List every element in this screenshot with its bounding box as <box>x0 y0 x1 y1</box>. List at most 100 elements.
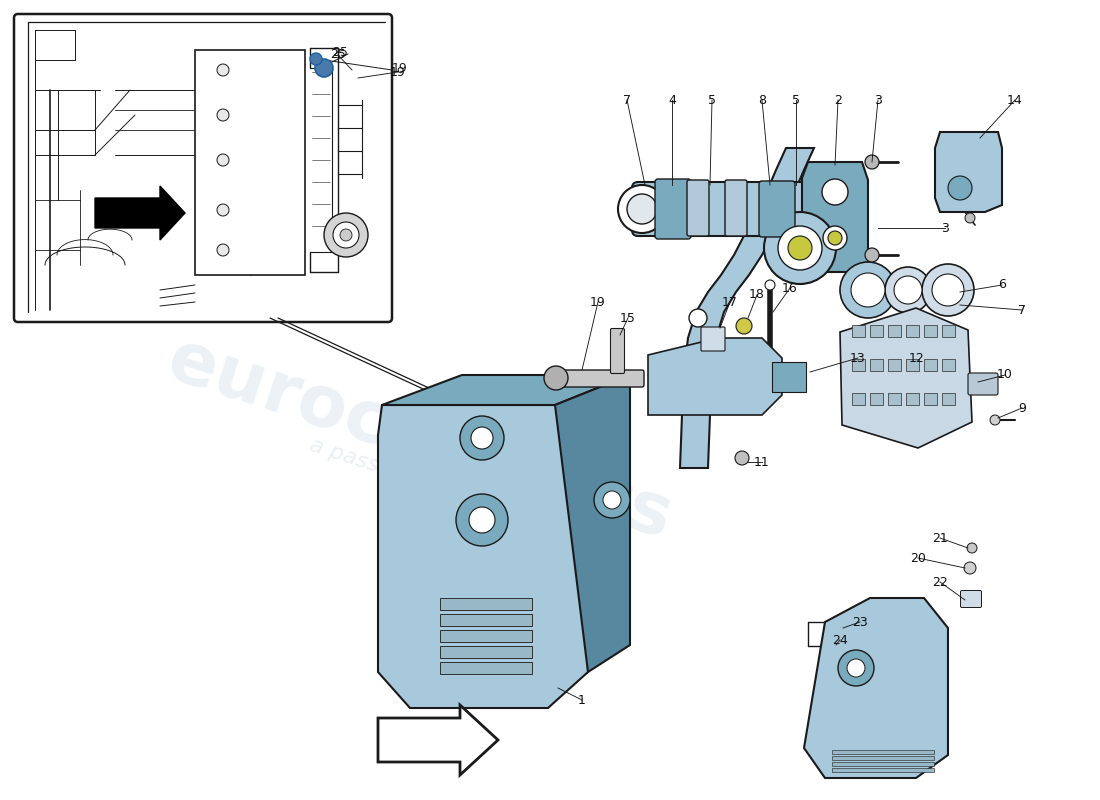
FancyBboxPatch shape <box>550 370 644 387</box>
Text: 11: 11 <box>755 455 770 469</box>
FancyBboxPatch shape <box>968 373 998 395</box>
Bar <box>195 50 305 275</box>
Circle shape <box>778 226 822 270</box>
Polygon shape <box>804 598 948 778</box>
Bar <box>440 598 532 610</box>
FancyBboxPatch shape <box>725 180 747 236</box>
Bar <box>924 393 937 405</box>
Text: 16: 16 <box>782 282 797 294</box>
Circle shape <box>324 213 369 257</box>
Circle shape <box>627 194 657 224</box>
Polygon shape <box>840 308 972 448</box>
Text: 19: 19 <box>392 62 408 74</box>
Text: 25: 25 <box>332 46 348 58</box>
Bar <box>440 614 532 626</box>
Bar <box>924 325 937 337</box>
Text: 20: 20 <box>910 551 926 565</box>
Polygon shape <box>648 338 782 415</box>
Circle shape <box>764 280 776 290</box>
Circle shape <box>964 562 976 574</box>
Circle shape <box>851 273 886 307</box>
Text: 3: 3 <box>942 222 949 234</box>
Bar <box>942 325 955 337</box>
Polygon shape <box>378 705 498 775</box>
Polygon shape <box>95 186 185 240</box>
Bar <box>832 756 934 760</box>
Circle shape <box>217 64 229 76</box>
Bar <box>832 762 934 766</box>
Text: 5: 5 <box>792 94 800 106</box>
Bar <box>888 393 901 405</box>
Text: 5: 5 <box>708 94 716 106</box>
Circle shape <box>788 236 812 260</box>
Text: 23: 23 <box>852 615 868 629</box>
Circle shape <box>544 366 568 390</box>
Polygon shape <box>680 148 814 468</box>
Circle shape <box>838 650 875 686</box>
Circle shape <box>932 274 964 306</box>
Text: 17: 17 <box>722 295 738 309</box>
Bar <box>942 393 955 405</box>
FancyBboxPatch shape <box>14 14 392 322</box>
Text: 4: 4 <box>668 94 675 106</box>
Polygon shape <box>935 132 1002 212</box>
Circle shape <box>865 248 879 262</box>
Text: 7: 7 <box>1018 303 1026 317</box>
Text: a passion for parts since...: a passion for parts since... <box>307 435 593 545</box>
Text: 15: 15 <box>620 311 636 325</box>
Circle shape <box>828 231 842 245</box>
Bar <box>852 393 865 405</box>
Bar <box>772 362 806 392</box>
Text: 18: 18 <box>749 289 764 302</box>
Bar <box>888 325 901 337</box>
Circle shape <box>460 416 504 460</box>
Circle shape <box>894 276 922 304</box>
Text: 2: 2 <box>834 94 842 106</box>
Bar <box>440 662 532 674</box>
Circle shape <box>594 482 630 518</box>
Text: 25: 25 <box>330 49 345 62</box>
Text: 10: 10 <box>997 369 1013 382</box>
Circle shape <box>840 262 896 318</box>
Polygon shape <box>802 162 868 272</box>
Circle shape <box>310 53 322 65</box>
Text: 14: 14 <box>1008 94 1023 106</box>
Circle shape <box>333 222 359 248</box>
Text: 12: 12 <box>909 351 925 365</box>
Circle shape <box>822 179 848 205</box>
Circle shape <box>340 229 352 241</box>
Text: 22: 22 <box>932 575 948 589</box>
Circle shape <box>735 451 749 465</box>
FancyBboxPatch shape <box>632 182 836 236</box>
Text: 9: 9 <box>1019 402 1026 414</box>
Text: 6: 6 <box>998 278 1005 291</box>
Bar <box>440 630 532 642</box>
Bar <box>870 359 883 371</box>
Circle shape <box>469 507 495 533</box>
Bar <box>888 359 901 371</box>
Bar <box>906 325 918 337</box>
Bar <box>852 359 865 371</box>
Circle shape <box>967 543 977 553</box>
Circle shape <box>948 176 972 200</box>
Text: 7: 7 <box>623 94 631 106</box>
Text: 19: 19 <box>590 295 606 309</box>
Circle shape <box>217 109 229 121</box>
Text: 21: 21 <box>932 531 948 545</box>
Circle shape <box>603 491 622 509</box>
Bar <box>924 359 937 371</box>
Bar <box>906 359 918 371</box>
FancyBboxPatch shape <box>960 590 981 607</box>
Circle shape <box>764 212 836 284</box>
Text: 19: 19 <box>390 66 406 78</box>
Circle shape <box>865 155 879 169</box>
Polygon shape <box>378 405 588 708</box>
Circle shape <box>315 59 333 77</box>
Text: 8: 8 <box>758 94 766 106</box>
Polygon shape <box>382 375 630 405</box>
Circle shape <box>922 264 974 316</box>
Bar <box>852 325 865 337</box>
FancyBboxPatch shape <box>759 181 795 237</box>
Bar <box>870 325 883 337</box>
FancyBboxPatch shape <box>701 327 725 351</box>
